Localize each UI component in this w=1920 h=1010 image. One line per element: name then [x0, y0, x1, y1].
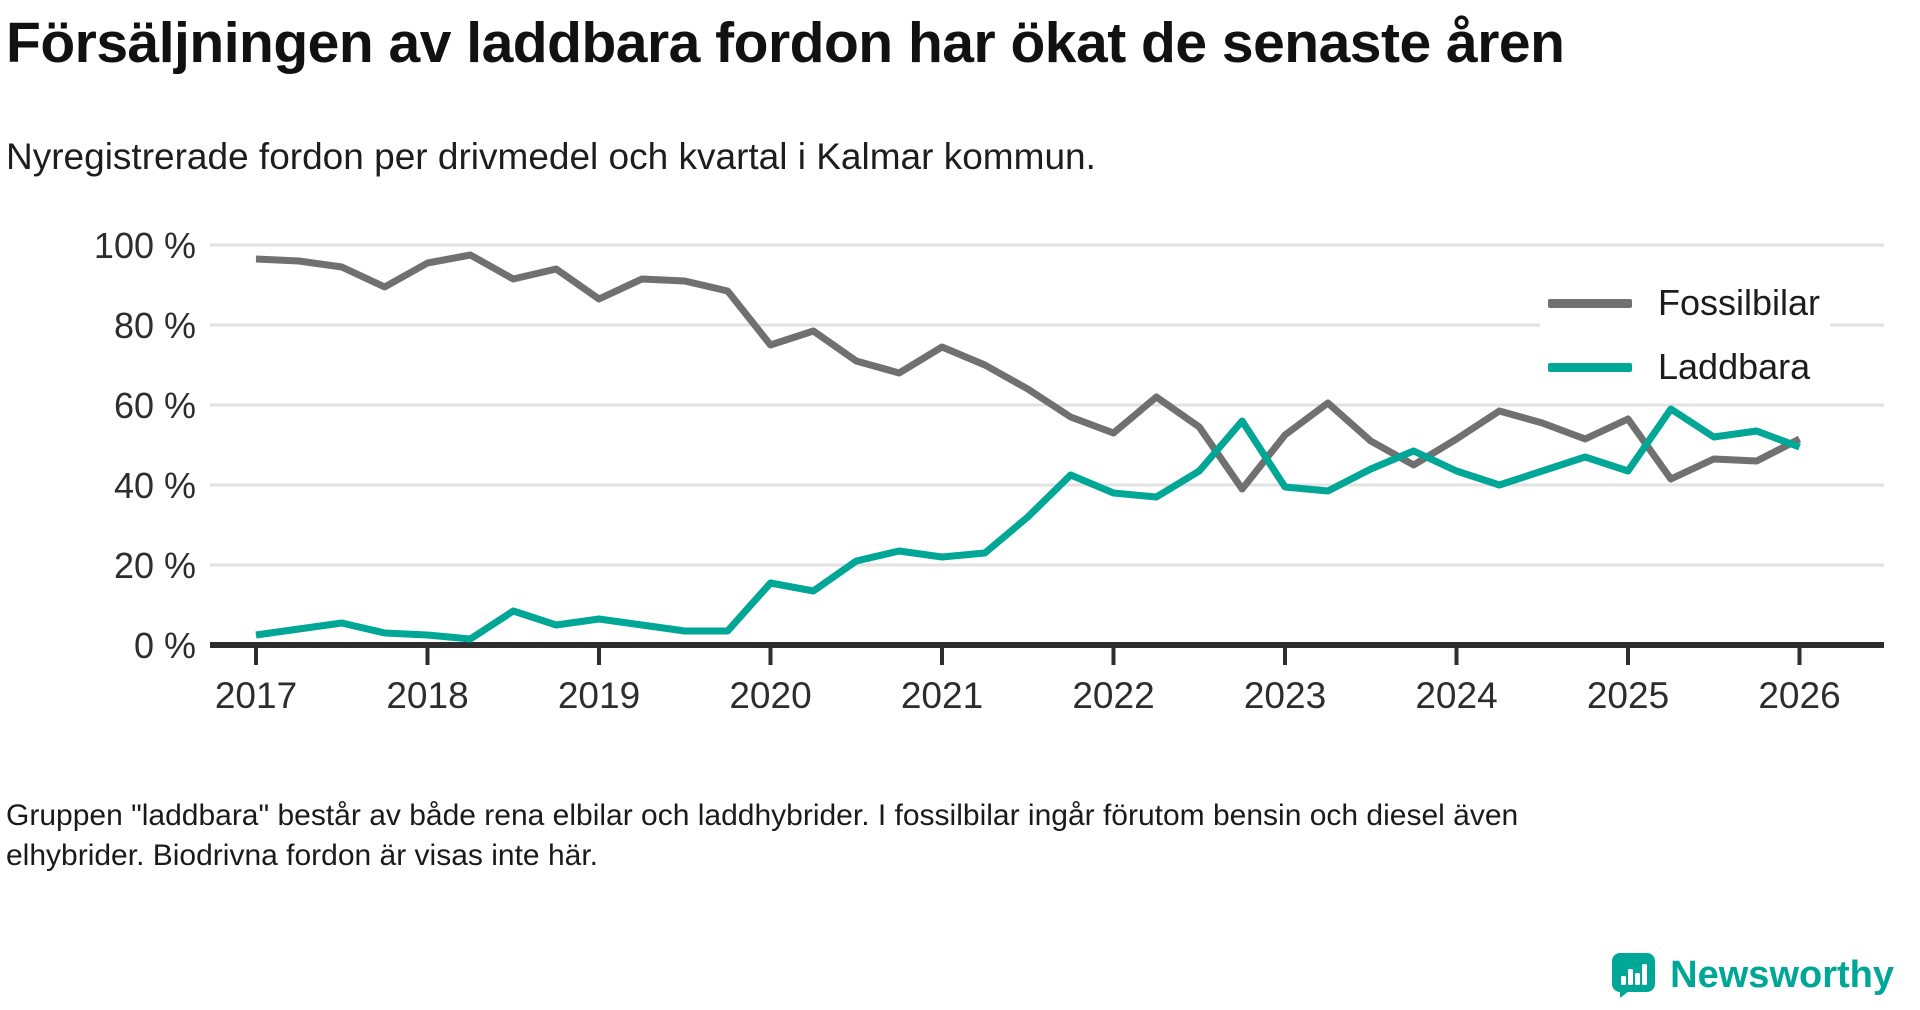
newsworthy-branding: Newsworthy	[1610, 952, 1894, 998]
legend-item-laddbara: Laddbara	[1540, 340, 1831, 394]
legend-label-laddbara: Laddbara	[1658, 346, 1811, 387]
y-tick-label: 100 %	[94, 225, 196, 266]
y-tick-label: 20 %	[114, 545, 196, 586]
x-tick-label: 2023	[1244, 675, 1326, 716]
y-tick-label: 80 %	[114, 305, 196, 346]
series-line-laddbara	[255, 405, 1801, 643]
y-tick-label: 60 %	[114, 385, 196, 426]
x-tick-label: 2018	[386, 675, 468, 716]
newsworthy-logo-icon	[1612, 953, 1656, 998]
page-subtitle: Nyregistrerade fordon per drivmedel och …	[6, 136, 1096, 177]
legend-label-fossilbilar: Fossilbilar	[1658, 282, 1821, 323]
x-tick-label: 2026	[1758, 675, 1840, 716]
y-tick-label: 40 %	[114, 465, 196, 506]
fossilbilar-line-swatch	[1548, 298, 1632, 308]
laddbara-line-swatch	[1548, 362, 1632, 372]
x-tick-label: 2025	[1587, 675, 1669, 716]
chart-footnote: Gruppen "laddbara" består av både rena e…	[6, 799, 1519, 872]
newsworthy-wordmark: Newsworthy	[1670, 953, 1894, 996]
x-tick-label: 2021	[901, 675, 983, 716]
x-tick-label: 2020	[729, 675, 811, 716]
page-title: Försäljningen av laddbara fordon har öka…	[6, 11, 1565, 75]
series-line-fossilbilar	[255, 251, 1802, 493]
x-tick-label: 2017	[215, 675, 297, 716]
y-tick-label: 0 %	[134, 625, 196, 666]
x-tick-label: 2022	[1072, 675, 1154, 716]
chart-legend: Fossilbilar Laddbara	[1540, 276, 1831, 394]
x-tick-label: 2019	[558, 675, 640, 716]
x-tick-label: 2024	[1415, 675, 1497, 716]
legend-item-fossilbilar: Fossilbilar	[1540, 276, 1831, 330]
